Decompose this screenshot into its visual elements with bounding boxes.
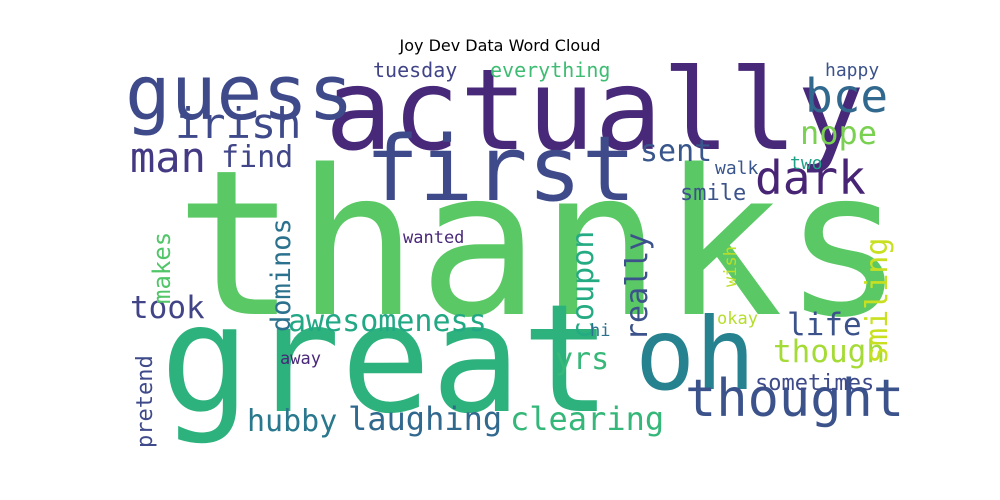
word-thought: thought [685, 369, 905, 429]
word-happy: happy [825, 60, 880, 81]
word-awesomeness: awesomeness [288, 304, 487, 339]
word-man: man [130, 133, 206, 182]
word-okay: okay [717, 309, 758, 329]
word-hubby: hubby [247, 404, 338, 439]
word-hi: hi [590, 321, 611, 341]
word-great: great [160, 273, 612, 447]
word-tuesday: tuesday [373, 58, 458, 82]
word-actually: actually [325, 46, 865, 176]
word-sent: sent [640, 134, 713, 169]
word-dominos: dominos [266, 217, 297, 332]
chart-title: Joy Dev Data Word Cloud [399, 36, 601, 55]
word-bce: bce [805, 69, 889, 123]
word-away: away [280, 349, 321, 369]
word-first: first [365, 117, 636, 222]
word-smiling: smiling [860, 237, 895, 364]
word-wanted: wanted [403, 228, 465, 248]
word-guess: guess [125, 48, 354, 137]
word-find: find [221, 140, 294, 175]
word-pretend: pretend [133, 354, 158, 448]
word-laughing: laughing [348, 400, 503, 438]
word-oh: oh [635, 296, 756, 413]
word-clearing: clearing [510, 400, 665, 438]
word-everything: everything [490, 58, 611, 82]
word-walk: walk [715, 158, 759, 179]
word-nope: nope [800, 114, 878, 152]
word-thanks: thanks [175, 126, 905, 362]
word-cloud: thanks great actually oh first guess thought da… [125, 46, 905, 448]
word-two: two [790, 153, 823, 174]
word-really: really [620, 232, 655, 341]
word-took: took [130, 290, 205, 326]
word-wish: wish [721, 245, 741, 287]
word-makes: makes [148, 231, 176, 305]
word-though: though [773, 334, 885, 370]
word-sometimes: sometimes [755, 371, 875, 396]
word-irish: irish [175, 99, 302, 148]
word-dark: dark [755, 151, 866, 205]
word-smile: smile [680, 181, 747, 206]
word-life: life [787, 307, 862, 343]
word-yrs: yrs [555, 342, 610, 377]
